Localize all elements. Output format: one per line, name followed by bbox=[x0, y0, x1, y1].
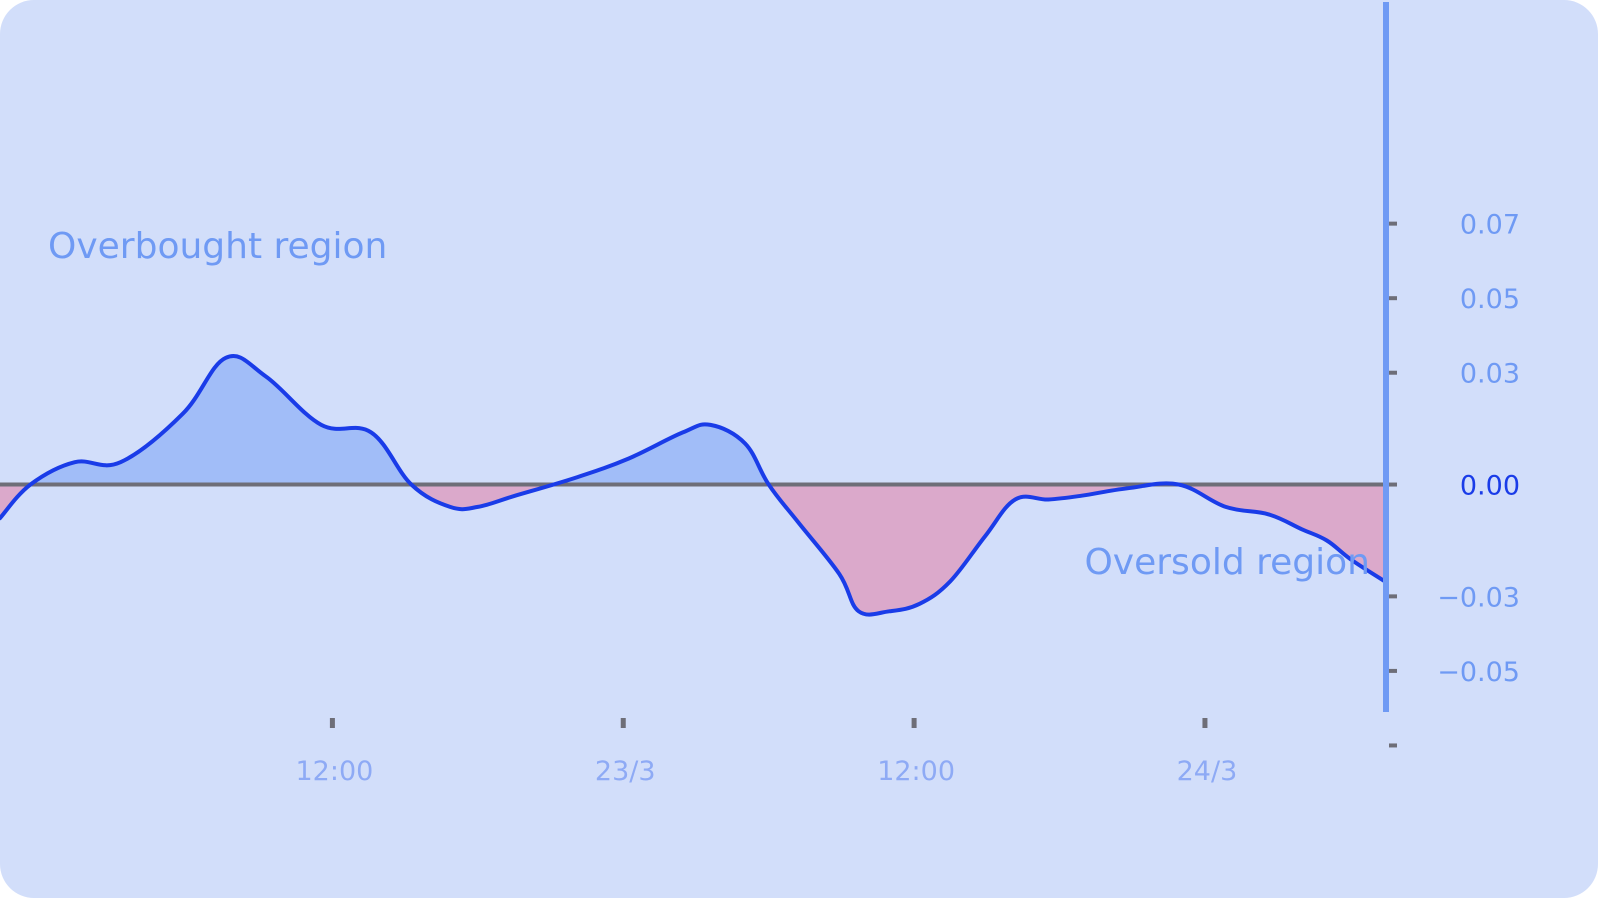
y-tick-label: 0.00 bbox=[1460, 471, 1520, 502]
oversold-area bbox=[0, 484, 1385, 615]
y-tick-label: −0.05 bbox=[1437, 657, 1520, 688]
overbought-label: Overbought region bbox=[48, 226, 387, 267]
x-tick-label: 24/3 bbox=[1177, 756, 1238, 787]
y-axis-ticks: 0.07 0.05 0.03 0.00 −0.03 −0.05 bbox=[1389, 210, 1520, 748]
y-tick-label: 0.03 bbox=[1460, 359, 1520, 390]
x-axis-ticks: 12:00 23/3 12:00 24/3 bbox=[295, 718, 1237, 787]
x-tick-label: 23/3 bbox=[595, 756, 656, 787]
fill-areas bbox=[0, 356, 1385, 615]
y-tick-label: 0.07 bbox=[1460, 210, 1520, 241]
y-tick-label: −0.03 bbox=[1437, 582, 1520, 613]
oversold-label: Oversold region bbox=[1084, 542, 1370, 583]
x-tick-label: 12:00 bbox=[877, 756, 955, 787]
x-tick-label: 12:00 bbox=[295, 756, 373, 787]
y-tick-label: 0.05 bbox=[1460, 284, 1520, 315]
series-line bbox=[0, 354, 1387, 617]
overbought-area bbox=[0, 356, 1385, 485]
series-line-layer bbox=[0, 354, 1387, 617]
